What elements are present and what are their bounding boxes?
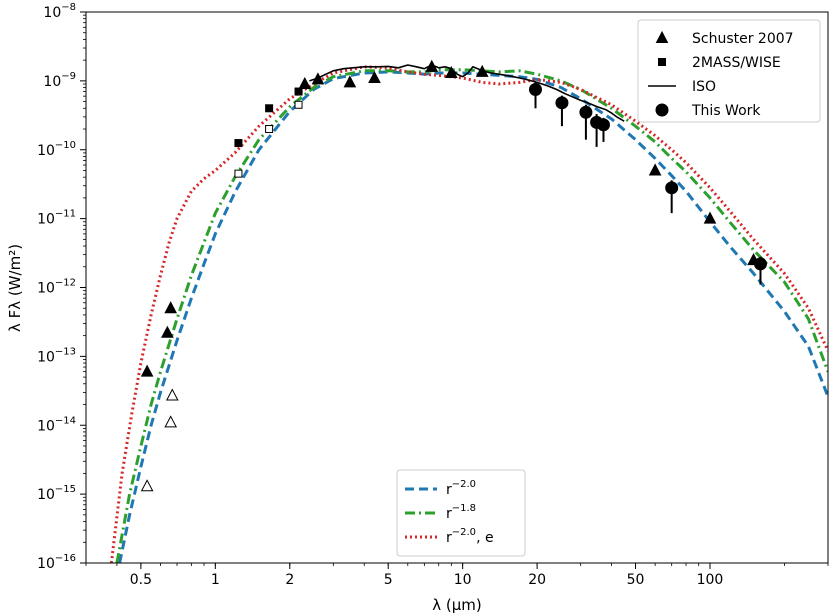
x-tick-label: 1: [211, 572, 220, 588]
y-tick-label: 10−12: [37, 278, 76, 297]
x-tick-label: 20: [528, 572, 546, 588]
series-r20e: [109, 65, 828, 563]
schuster-point: [161, 325, 174, 338]
schuster-point: [475, 64, 489, 77]
schuster-point: [343, 75, 357, 88]
plot-frame: [85, 11, 829, 564]
legend-model-label-r20e: r−2.0, e: [446, 527, 494, 546]
thiswork-point: [596, 118, 610, 132]
series-layer: [109, 64, 828, 563]
legend-label-twomass: 2MASS/WISE: [692, 55, 781, 71]
y-tick-label: 10−13: [37, 346, 76, 365]
axis-ticks: 0.5 1 2 5 10 20 50 100 10−16 10−15 10−14 10−13 10−12…: [37, 2, 829, 588]
schuster-point: [311, 72, 325, 85]
schuster-point: [445, 65, 458, 79]
schuster-point: [648, 163, 662, 176]
series-iso: [309, 64, 625, 122]
y-tick-label: 10−10: [37, 140, 76, 159]
schuster-point: [298, 76, 312, 90]
y-tick-label: 10−11: [37, 209, 76, 228]
legend-triangle-icon: [655, 30, 669, 43]
legend-label-iso: ISO: [692, 79, 716, 95]
schuster-open-point: [140, 479, 154, 492]
y-tick-label: 10−14: [37, 415, 76, 434]
twomass-point: [265, 104, 274, 113]
twomass-point: [234, 139, 243, 148]
thiswork-point: [528, 82, 542, 96]
schuster-point: [164, 301, 178, 314]
legend-data: Schuster 2007 2MASS/WISE ISO This Work: [637, 19, 821, 123]
twomass-open-point: [265, 125, 274, 134]
legend-model-label-r20: r−2.0: [446, 479, 476, 498]
legend-label-thiswork: This Work: [691, 103, 761, 119]
legend-circle-icon: [655, 103, 669, 117]
twomass-point: [294, 87, 303, 96]
y-tick-label: 10−15: [37, 484, 76, 503]
x-tick-label: 100: [697, 572, 724, 588]
legend-square-icon: [658, 58, 666, 66]
y-tick-label: 10−9: [43, 71, 76, 90]
schuster-open-point: [164, 415, 178, 428]
legend-models: r−2.0 r−1.8 r−2.0, e: [396, 469, 526, 557]
legend-model-label-r18: r−1.8: [446, 503, 476, 522]
x-tick-label: 0.5: [130, 572, 152, 588]
schuster-point: [368, 70, 381, 84]
legend-data-frame: [637, 19, 821, 123]
schuster-point: [140, 364, 154, 377]
schuster-point: [703, 211, 717, 224]
twomass-open-point: [234, 169, 243, 178]
x-tick-label: 50: [627, 572, 645, 588]
thiswork-point: [665, 181, 679, 195]
schuster-open-point: [165, 388, 179, 401]
y-tick-label: 10−8: [43, 2, 76, 21]
x-tick-label: 2: [285, 572, 294, 588]
y-axis-label: λ Fλ (W/m²): [6, 244, 24, 332]
thiswork-point: [753, 257, 767, 271]
schuster-point: [425, 59, 439, 72]
x-axis-label: λ (μm): [432, 596, 482, 614]
y-tick-label: 10−16: [37, 553, 76, 572]
x-tick-label: 10: [454, 572, 472, 588]
thiswork-point: [555, 96, 569, 110]
marker-layer: [140, 59, 767, 492]
x-tick-label: 5: [384, 572, 393, 588]
series-r20: [118, 70, 828, 563]
thiswork-point: [579, 105, 593, 119]
twomass-open-point: [294, 100, 303, 109]
legend-models-frame: [396, 469, 526, 557]
legend-label-schuster: Schuster 2007: [692, 31, 794, 47]
